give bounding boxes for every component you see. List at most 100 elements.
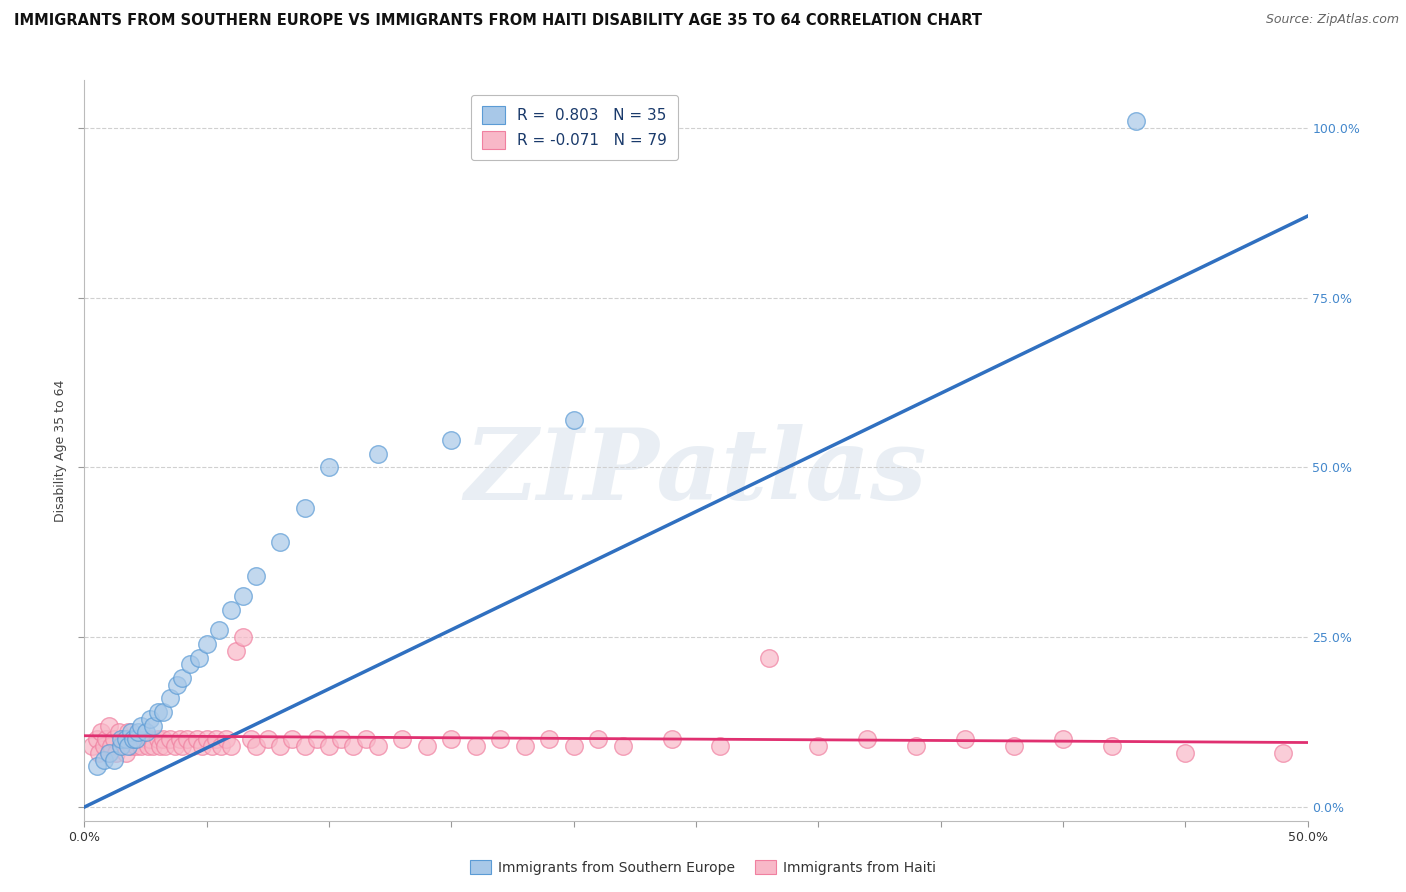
Text: Source: ZipAtlas.com: Source: ZipAtlas.com — [1265, 13, 1399, 27]
Point — [354, 732, 377, 747]
Point — [135, 732, 157, 747]
Point — [103, 732, 125, 747]
Point — [1052, 732, 1074, 747]
Point — [93, 739, 115, 753]
Point — [115, 732, 138, 747]
Point — [107, 725, 129, 739]
Point — [294, 739, 316, 753]
Point — [125, 739, 148, 753]
Point — [709, 739, 731, 753]
Point — [93, 752, 115, 766]
Point — [367, 447, 389, 461]
Point — [1002, 739, 1025, 753]
Point — [112, 732, 135, 747]
Point — [122, 732, 145, 747]
Legend: R =  0.803   N = 35, R = -0.071   N = 79: R = 0.803 N = 35, R = -0.071 N = 79 — [471, 95, 678, 160]
Point — [90, 725, 112, 739]
Point — [269, 535, 291, 549]
Point — [186, 732, 208, 747]
Point — [391, 732, 413, 747]
Point — [142, 718, 165, 732]
Point — [86, 759, 108, 773]
Point — [142, 739, 165, 753]
Point — [281, 732, 304, 747]
Point — [612, 739, 634, 753]
Text: ZIPatlas: ZIPatlas — [465, 425, 927, 521]
Point — [416, 739, 439, 753]
Point — [305, 732, 328, 747]
Point — [172, 739, 194, 753]
Point — [120, 725, 142, 739]
Point — [195, 732, 218, 747]
Point — [538, 732, 561, 747]
Point — [367, 739, 389, 753]
Point — [115, 746, 138, 760]
Point — [127, 725, 149, 739]
Point — [153, 739, 176, 753]
Point — [105, 746, 128, 760]
Point — [135, 725, 157, 739]
Y-axis label: Disability Age 35 to 64: Disability Age 35 to 64 — [53, 379, 67, 522]
Point — [245, 739, 267, 753]
Point — [149, 739, 172, 753]
Point — [318, 739, 340, 753]
Point — [86, 732, 108, 747]
Point — [152, 705, 174, 719]
Point — [110, 732, 132, 747]
Point — [172, 671, 194, 685]
Point — [87, 746, 110, 760]
Point — [219, 739, 242, 753]
Point — [489, 732, 512, 747]
Point — [1174, 746, 1197, 760]
Point — [179, 657, 201, 672]
Point — [103, 752, 125, 766]
Point — [146, 705, 169, 719]
Point — [159, 732, 181, 747]
Point — [513, 739, 536, 753]
Point — [215, 732, 238, 747]
Point — [953, 732, 976, 747]
Point — [176, 732, 198, 747]
Point — [440, 434, 463, 448]
Point — [208, 624, 231, 638]
Point — [200, 739, 222, 753]
Point — [96, 732, 118, 747]
Point — [586, 732, 609, 747]
Point — [905, 739, 928, 753]
Point — [97, 746, 120, 760]
Point — [125, 732, 148, 747]
Point — [110, 739, 132, 753]
Point — [1272, 746, 1295, 760]
Point — [232, 630, 254, 644]
Point — [110, 739, 132, 753]
Point — [269, 739, 291, 753]
Point — [80, 739, 103, 753]
Point — [152, 732, 174, 747]
Point — [1125, 114, 1147, 128]
Point — [139, 732, 162, 747]
Point — [195, 637, 218, 651]
Point — [169, 732, 191, 747]
Point — [97, 746, 120, 760]
Point — [129, 739, 152, 753]
Point — [257, 732, 280, 747]
Point — [758, 650, 780, 665]
Point — [219, 603, 242, 617]
Text: IMMIGRANTS FROM SOUTHERN EUROPE VS IMMIGRANTS FROM HAITI DISABILITY AGE 35 TO 64: IMMIGRANTS FROM SOUTHERN EUROPE VS IMMIG… — [14, 13, 981, 29]
Point — [188, 650, 211, 665]
Point — [122, 732, 145, 747]
Point — [1101, 739, 1123, 753]
Point — [562, 413, 585, 427]
Point — [209, 739, 232, 753]
Point — [225, 644, 247, 658]
Point — [181, 739, 204, 753]
Point — [120, 739, 142, 753]
Point — [163, 739, 186, 753]
Point — [294, 501, 316, 516]
Point — [562, 739, 585, 753]
Point — [330, 732, 353, 747]
Point — [342, 739, 364, 753]
Point — [146, 732, 169, 747]
Point — [139, 712, 162, 726]
Point — [129, 718, 152, 732]
